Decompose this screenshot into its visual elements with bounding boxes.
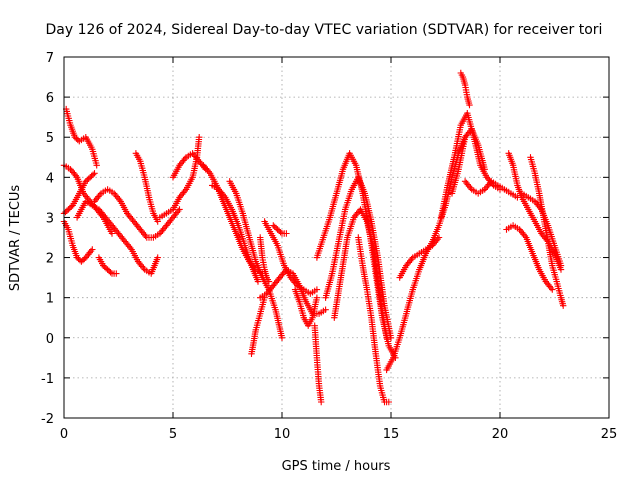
data-point-marker [560, 302, 567, 309]
data-point-marker [65, 206, 72, 213]
data-point-marker [84, 176, 91, 184]
data-point-marker [385, 398, 392, 406]
data-point-marker [318, 398, 325, 406]
data-point-marker [557, 262, 565, 269]
series-track-13 [226, 178, 286, 341]
series-track-16 [261, 218, 321, 297]
series-track-28 [457, 69, 473, 109]
data-point-marker [71, 134, 79, 141]
series-track-24 [355, 234, 392, 406]
x-tick-label: 15 [383, 427, 400, 442]
x-tick-label: 25 [601, 427, 618, 442]
data-point-marker [100, 262, 107, 269]
data-point-marker [88, 172, 95, 180]
data-point-marker [176, 206, 183, 213]
series-track-23 [331, 206, 390, 341]
data-point-marker [101, 263, 108, 271]
y-tick-label: 6 [46, 91, 54, 106]
data-point-marker [63, 207, 71, 214]
data-point-marker [273, 224, 280, 232]
series-track-8 [132, 150, 161, 225]
data-point-marker [254, 278, 262, 285]
data-point-marker [278, 334, 286, 341]
data-point-marker [105, 267, 113, 275]
series-track-4 [60, 218, 96, 265]
data-point-marker [108, 230, 116, 237]
data-point-marker [62, 208, 69, 216]
series-track-25 [383, 134, 469, 374]
data-points [60, 69, 567, 406]
y-tick-label: 5 [46, 131, 54, 146]
y-tick-label: -2 [41, 412, 54, 427]
data-point-marker [322, 306, 329, 313]
series-track-12 [209, 182, 262, 285]
data-point-marker [383, 334, 390, 341]
data-point-marker [154, 254, 161, 261]
series-track-5 [73, 198, 161, 277]
data-point-marker [435, 234, 443, 241]
data-point-marker [313, 294, 321, 301]
data-point-marker [89, 246, 96, 253]
series-track-1 [63, 105, 100, 169]
series-track-20 [311, 322, 325, 406]
x-tick-label: 5 [169, 427, 177, 442]
series-track-19 [291, 286, 321, 329]
data-point-marker [549, 286, 556, 293]
data-point-marker [154, 218, 161, 225]
data-point-marker [466, 101, 473, 109]
data-point-marker [81, 255, 88, 263]
y-tick-label: 4 [46, 171, 54, 186]
x-axis-label: GPS time / hours [282, 459, 391, 474]
data-point-marker [66, 204, 73, 212]
data-point-marker [93, 162, 100, 169]
series-track-15 [257, 234, 273, 285]
data-point-marker [481, 166, 488, 173]
data-point-marker [107, 269, 114, 276]
y-tick-label: 0 [46, 332, 54, 347]
y-tick-label: 3 [46, 211, 54, 226]
series-track-30 [461, 178, 521, 201]
data-point-marker [104, 266, 111, 273]
series-track-29 [448, 126, 488, 197]
y-axis-label: SDTVAR / TECUs [8, 185, 23, 292]
data-point-marker [75, 255, 82, 263]
series-track-7 [91, 186, 183, 241]
x-tick-label: 20 [492, 427, 509, 442]
data-point-marker [78, 258, 85, 265]
data-point-marker [91, 170, 98, 177]
x-tick-label: 0 [60, 427, 68, 442]
data-point-marker [68, 203, 75, 210]
chart-title: Day 126 of 2024, Sidereal Day-to-day VTE… [46, 22, 603, 38]
series-track-26 [396, 234, 443, 281]
data-point-marker [277, 229, 284, 236]
axis-ticks: 0 5 10 15 20 25 -2 -1 0 1 2 3 4 5 6 7 [41, 51, 617, 442]
series-track-22 [322, 174, 395, 341]
series-track-6 [95, 254, 120, 277]
series-track-3 [60, 170, 98, 217]
x-tick-label: 10 [274, 427, 291, 442]
series-track-34 [527, 154, 567, 309]
y-tick-label: 1 [46, 292, 54, 307]
data-point-marker [85, 175, 92, 182]
series-track-33 [503, 222, 556, 293]
series-track-17 [270, 222, 290, 237]
data-point-marker [274, 226, 281, 233]
data-point-marker [275, 227, 283, 234]
y-tick-label: 2 [46, 252, 54, 267]
series-track-27 [437, 110, 504, 221]
y-tick-label: -1 [41, 372, 54, 387]
data-point-marker [283, 230, 290, 237]
data-point-marker [313, 286, 321, 293]
series-track-14 [248, 294, 268, 357]
data-point-marker [89, 171, 97, 178]
data-point-marker [265, 278, 273, 285]
data-point-marker [196, 134, 203, 141]
data-point-marker [113, 270, 120, 277]
plot-frame [63, 56, 610, 419]
y-tick-label: 7 [46, 51, 54, 66]
data-point-marker [271, 223, 278, 230]
